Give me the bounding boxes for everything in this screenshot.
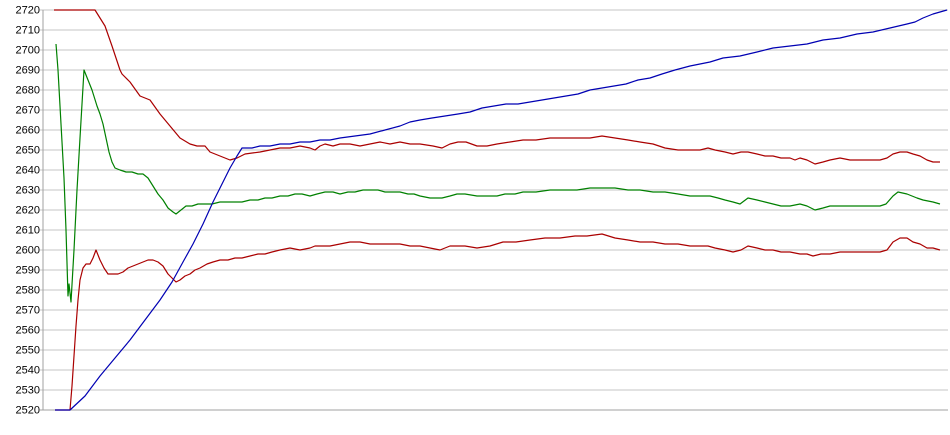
y-axis-label: 2680	[16, 84, 40, 96]
y-axis-label: 2540	[16, 364, 40, 376]
lower-red-band-line	[55, 233, 941, 411]
y-axis-label: 2520	[16, 404, 40, 416]
y-axis-label: 2640	[16, 164, 40, 176]
y-axis-label: 2590	[16, 264, 40, 276]
y-axis-label: 2650	[16, 144, 40, 156]
y-axis-label: 2570	[16, 304, 40, 316]
blue-cumulative-line	[55, 9, 948, 411]
y-axis-label: 2700	[16, 44, 40, 56]
y-axis-label: 2550	[16, 344, 40, 356]
y-axis-label: 2620	[16, 204, 40, 216]
y-axis-label: 2690	[16, 64, 40, 76]
y-axis-label: 2710	[16, 24, 40, 36]
y-axis-label: 2600	[16, 244, 40, 256]
y-axis-label: 2660	[16, 124, 40, 136]
green-average-line	[55, 43, 941, 303]
y-axis-label: 2610	[16, 224, 40, 236]
y-axis-label: 2720	[16, 4, 40, 16]
y-axis-label: 2560	[16, 324, 40, 336]
y-axis-label: 2530	[16, 384, 40, 396]
y-axis-label: 2630	[16, 184, 40, 196]
y-axis-label: 2580	[16, 284, 40, 296]
upper-red-band-line	[54, 9, 940, 165]
y-axis-label: 2670	[16, 104, 40, 116]
